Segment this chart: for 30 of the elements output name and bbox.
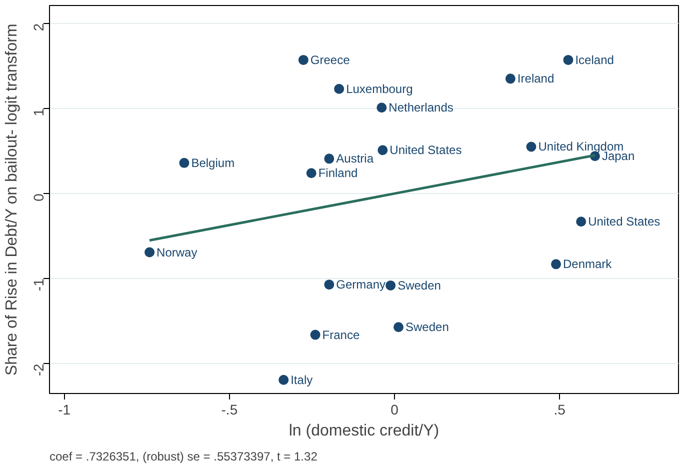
data-label: Sweden: [398, 278, 441, 292]
data-label: Greece: [310, 52, 350, 67]
x-tick-label: -.5: [221, 402, 238, 418]
data-label: Belgium: [191, 156, 235, 170]
x-tick-label: -1: [58, 402, 71, 418]
y-tick-label: 1: [30, 108, 46, 116]
data-label: Norway: [156, 245, 198, 260]
data-label: Italy: [290, 372, 313, 387]
data-label: United Kingdom: [538, 140, 624, 154]
data-label: Sweden: [406, 320, 449, 334]
y-tick-label: -2: [30, 364, 46, 376]
y-tick-label: -1: [30, 278, 46, 292]
data-label: Germany: [336, 278, 386, 292]
y-axis-title: Share of Rise in Debt/Y on bailout- logit transform: [4, 24, 20, 376]
x-tick-label: .5: [554, 402, 566, 418]
data-label: United States: [390, 143, 462, 158]
data-label: Denmark: [563, 257, 613, 272]
data-label: Netherlands: [388, 100, 454, 115]
y-tick-label: 0: [30, 193, 46, 202]
x-tick-label: 0: [390, 402, 399, 418]
data-label: Luxembourg: [346, 82, 413, 96]
text: coef = .7326351, (robust) se = .55373397, t = 1.32: [50, 450, 318, 464]
y-tick-label: 2: [30, 23, 46, 32]
x-axis-title: ln (domestic credit/Y): [288, 422, 440, 440]
data-label: Finland: [318, 166, 358, 180]
data-label: Ireland: [517, 72, 554, 86]
data-label: United States: [588, 214, 660, 229]
data-label: Austria: [336, 152, 374, 166]
data-label: Iceland: [575, 52, 614, 67]
data-label: France: [322, 328, 360, 342]
